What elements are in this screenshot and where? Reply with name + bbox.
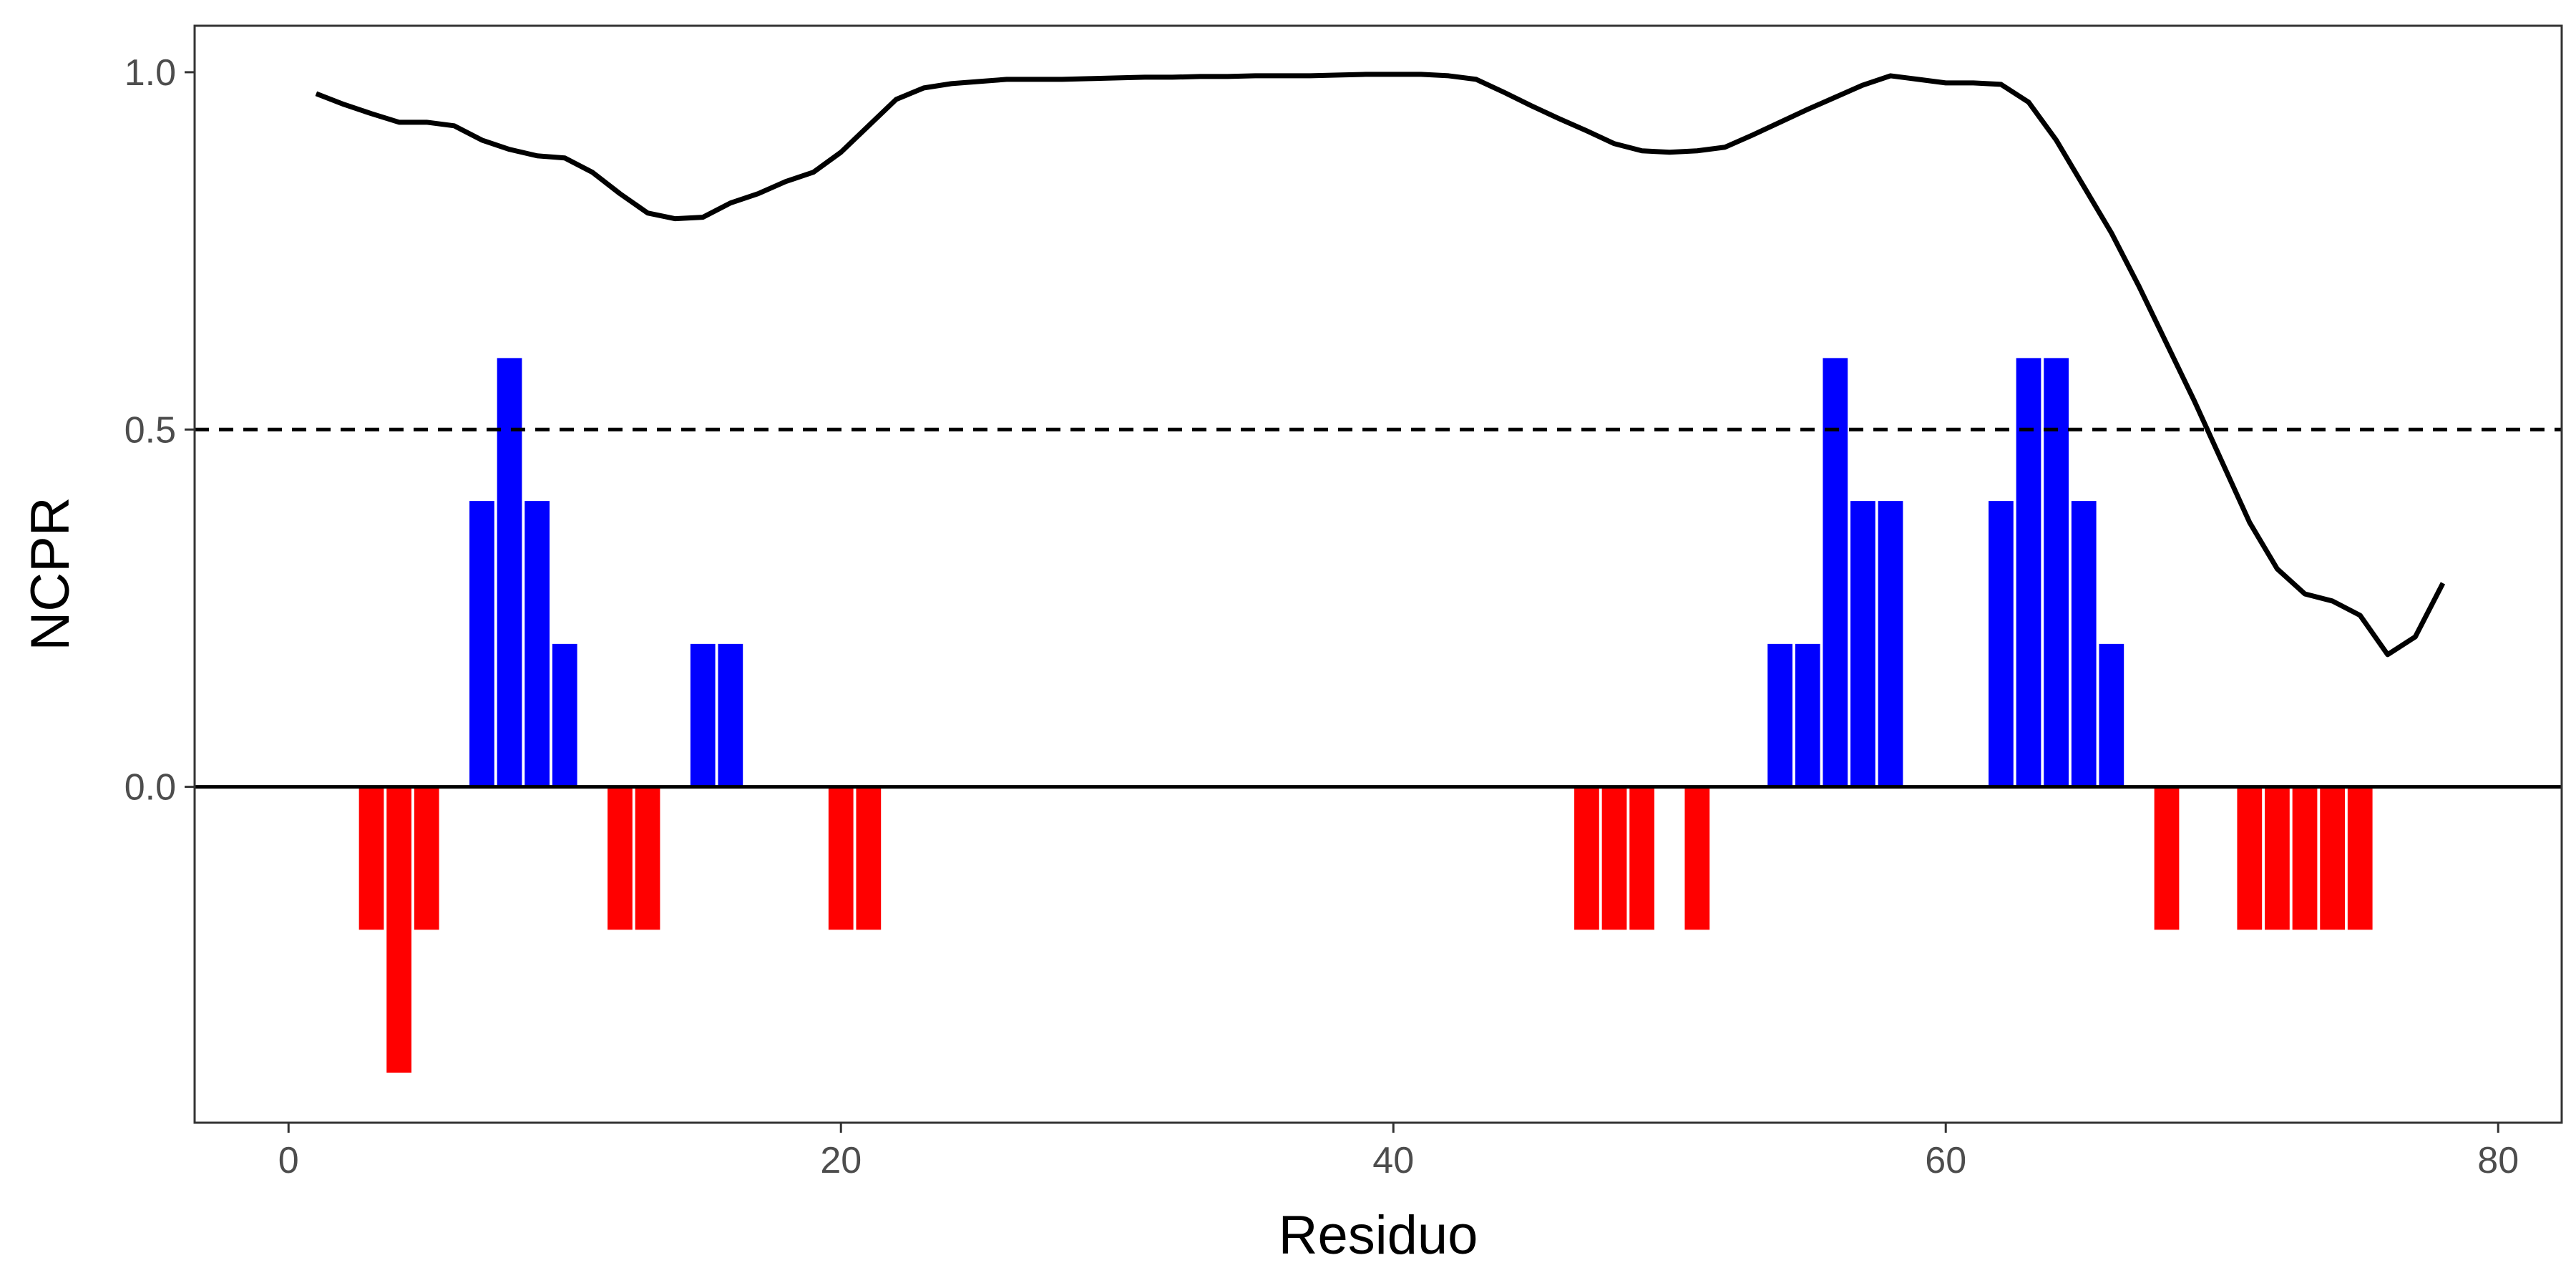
x-tick-label: 40 — [1372, 1140, 1414, 1181]
bar-negative — [856, 786, 882, 930]
bar-positive — [497, 358, 522, 787]
bar-negative — [2292, 786, 2318, 930]
bar-positive — [2016, 358, 2041, 787]
bar-negative — [386, 786, 412, 1073]
bar-negative — [1629, 786, 1654, 930]
y-axis: 0.0 0.5 1.0 — [125, 52, 195, 809]
bar-negative — [2154, 786, 2180, 930]
bar-positive — [469, 501, 494, 787]
bar-negative — [1574, 786, 1599, 930]
x-tick-label: 0 — [278, 1140, 299, 1181]
bar-positive — [525, 501, 550, 787]
x-tick-label: 20 — [820, 1140, 862, 1181]
bar-negative — [2265, 786, 2290, 930]
bar-positive — [718, 643, 743, 787]
bar-positive — [1767, 643, 1792, 787]
bar-positive — [552, 643, 577, 787]
bar-negative — [608, 786, 633, 930]
line-series — [315, 72, 2446, 658]
bar-negative — [2237, 786, 2263, 930]
x-tick-label: 60 — [1925, 1140, 1966, 1181]
bar-positive — [2071, 501, 2097, 787]
x-tick-label: 80 — [2477, 1140, 2519, 1181]
bar-positive — [1878, 501, 1903, 787]
plot-panel-background — [195, 26, 2562, 1123]
bar-positive — [1823, 358, 1848, 787]
y-tick-label: 1.0 — [125, 52, 176, 94]
bar-negative — [414, 786, 439, 930]
bar-negative — [1601, 786, 1627, 930]
y-axis-title: NCPR — [20, 497, 81, 650]
bar-negative — [358, 786, 384, 930]
bar-positive — [2044, 358, 2069, 787]
y-tick-label: 0.0 — [125, 767, 176, 809]
bar-positive — [1795, 643, 1820, 787]
bar-positive — [2099, 643, 2124, 787]
bar-negative — [2347, 786, 2373, 930]
bar-positive — [1850, 501, 1875, 787]
bar-negative — [635, 786, 660, 930]
bar-negative — [2320, 786, 2345, 930]
hydropathy-line-layer — [315, 72, 2446, 658]
plot-panel-border — [193, 24, 2563, 1124]
x-axis-title: Residuo — [1279, 1205, 1478, 1266]
y-tick-label: 0.5 — [125, 409, 176, 451]
reference-lines — [195, 427, 2562, 789]
bar-negative — [1684, 786, 1710, 930]
x-axis: 0 20 40 60 80 — [278, 1123, 2519, 1181]
bar-positive — [690, 643, 716, 787]
bar-positive — [1989, 501, 2014, 787]
bar-negative — [828, 786, 854, 930]
